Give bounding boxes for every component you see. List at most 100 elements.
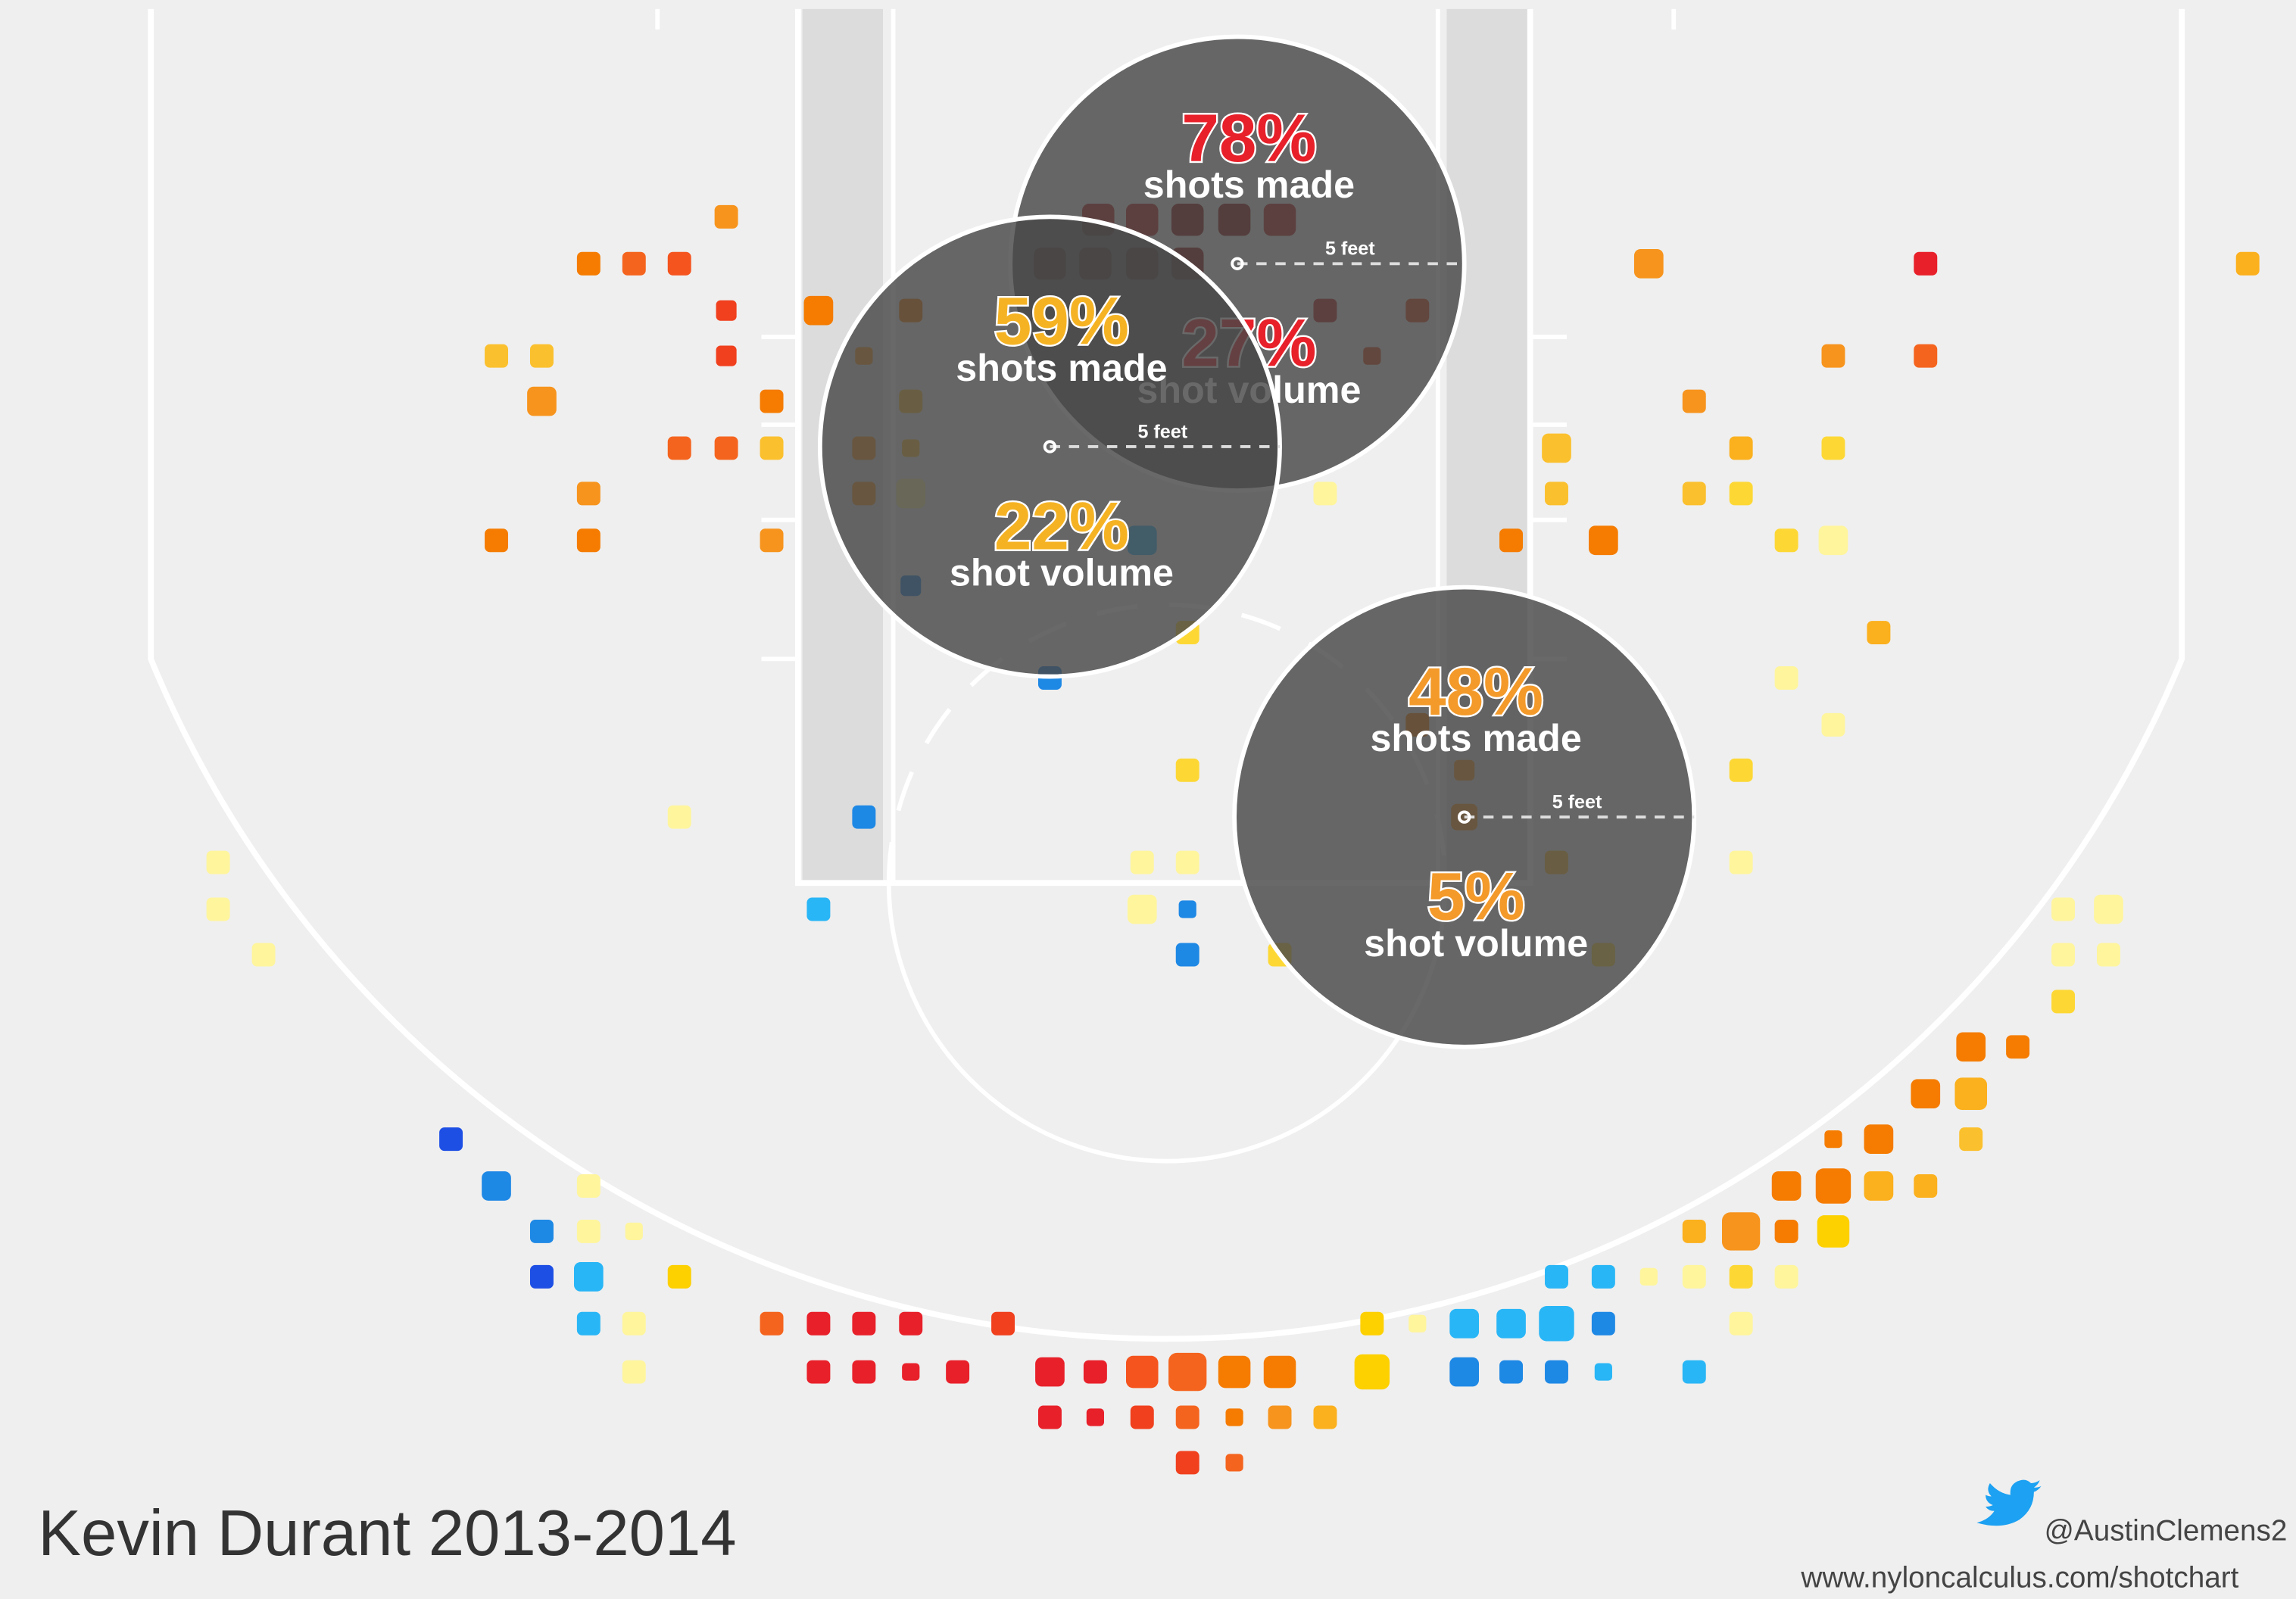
shot-square bbox=[1682, 1360, 1706, 1384]
shot-square bbox=[1824, 1130, 1842, 1149]
shot-square bbox=[1125, 1355, 1159, 1389]
credit-url: www.nyloncalculus.com/shotchart bbox=[1800, 1561, 2238, 1594]
shot-square bbox=[1496, 1308, 1526, 1339]
credit-handle: @AustinClemens2 bbox=[2045, 1514, 2288, 1547]
shot-square bbox=[1545, 482, 1568, 506]
shot-square bbox=[760, 436, 784, 460]
shot-square bbox=[1130, 1405, 1154, 1429]
shot-square bbox=[1086, 1408, 1104, 1426]
three-point-line bbox=[148, 8, 2185, 1342]
shot-square bbox=[622, 1311, 646, 1336]
shot-square bbox=[485, 528, 508, 553]
scale-origin bbox=[1457, 810, 1471, 824]
shot-square bbox=[574, 1262, 604, 1292]
shot-square bbox=[576, 528, 601, 553]
shot-square bbox=[1130, 850, 1154, 874]
shot-square bbox=[1313, 482, 1337, 506]
made-percent: 78% bbox=[1181, 100, 1316, 176]
scale-origin bbox=[1043, 440, 1057, 454]
shot-square bbox=[1591, 1311, 1615, 1336]
shot-square bbox=[1914, 251, 1938, 276]
shot-square bbox=[1178, 900, 1196, 918]
shot-square bbox=[760, 389, 784, 413]
made-percent: 48% bbox=[1408, 653, 1543, 729]
made-caption: shots made bbox=[956, 346, 1167, 389]
shot-square bbox=[1682, 482, 1706, 506]
shot-square bbox=[1682, 389, 1706, 413]
shot-square bbox=[622, 1360, 646, 1384]
shot-square bbox=[1729, 1311, 1753, 1336]
scale-label: 5 feet bbox=[1137, 421, 1187, 442]
shot-square bbox=[1864, 1171, 1894, 1201]
made-percent: 59% bbox=[994, 283, 1129, 359]
shot-square bbox=[1911, 1079, 1941, 1109]
shot-square bbox=[529, 1264, 554, 1289]
shot-square bbox=[667, 251, 691, 276]
shot-square bbox=[1633, 248, 1664, 279]
shot-square bbox=[1175, 1451, 1199, 1475]
shot-square bbox=[1914, 344, 1938, 368]
volume-percent: 5% bbox=[1427, 859, 1525, 934]
shot-square bbox=[1682, 1219, 1706, 1243]
shot-square bbox=[1729, 1264, 1753, 1289]
shot-square bbox=[1914, 1174, 1938, 1198]
shot-square bbox=[206, 897, 230, 921]
shot-square bbox=[439, 1127, 463, 1152]
shot-square bbox=[1545, 1264, 1568, 1289]
shot-square bbox=[1639, 1267, 1658, 1286]
shot-square bbox=[1127, 894, 1157, 924]
shot-square bbox=[1864, 1124, 1894, 1154]
shot-square bbox=[2235, 251, 2260, 276]
twitter-icon bbox=[1976, 1479, 2042, 1526]
shot-square bbox=[1956, 1032, 1986, 1062]
shot-square bbox=[485, 344, 508, 368]
chart-title: Kevin Durant 2013-2014 bbox=[38, 1498, 736, 1569]
shot-square bbox=[1815, 1168, 1851, 1204]
shot-square bbox=[2006, 1035, 2030, 1059]
lane bbox=[794, 8, 1533, 887]
shot-square bbox=[576, 1311, 601, 1336]
shot-square bbox=[1168, 1352, 1207, 1392]
shot-square bbox=[576, 1174, 601, 1198]
shot-square bbox=[667, 805, 691, 829]
made-caption: shots made bbox=[1143, 163, 1355, 206]
shot-square bbox=[1539, 1306, 1574, 1342]
shot-square bbox=[2051, 990, 2076, 1014]
scale-label: 5 feet bbox=[1325, 238, 1375, 260]
shot-square bbox=[1263, 1355, 1296, 1389]
shot-square bbox=[1313, 1405, 1337, 1429]
shot-square bbox=[760, 528, 784, 553]
shot-square bbox=[1867, 621, 1891, 645]
shot-square bbox=[803, 295, 834, 326]
shot-square bbox=[852, 1311, 876, 1336]
shot-square bbox=[716, 300, 737, 321]
shot-square bbox=[1542, 433, 1571, 463]
shot-square bbox=[482, 1171, 511, 1201]
shot-square bbox=[1083, 1360, 1107, 1384]
zone: 5 feet 59%shots made 22%shot volume bbox=[817, 214, 1282, 679]
shot-square bbox=[1729, 482, 1753, 506]
shot-square bbox=[1729, 436, 1753, 460]
volume-caption: shot volume bbox=[1364, 921, 1588, 965]
shot-square bbox=[1408, 1314, 1427, 1332]
shot-square bbox=[625, 1222, 643, 1241]
shot-square bbox=[576, 251, 601, 276]
shot-square bbox=[1225, 1454, 1243, 1472]
shot-square bbox=[1268, 1405, 1292, 1429]
shot-square bbox=[667, 436, 691, 460]
shot-square bbox=[1449, 1308, 1480, 1339]
shot-square bbox=[1035, 1357, 1065, 1387]
shot-square bbox=[1545, 1360, 1568, 1384]
shot-square bbox=[527, 386, 557, 416]
shot-square bbox=[1729, 850, 1753, 874]
shot-square bbox=[1774, 528, 1798, 553]
shot-square bbox=[1818, 525, 1848, 556]
shot-square bbox=[1037, 1405, 1062, 1429]
shot-square bbox=[529, 1219, 554, 1243]
shot-square bbox=[991, 1311, 1015, 1336]
shot-square bbox=[806, 897, 831, 921]
shot-square bbox=[2094, 894, 2123, 924]
